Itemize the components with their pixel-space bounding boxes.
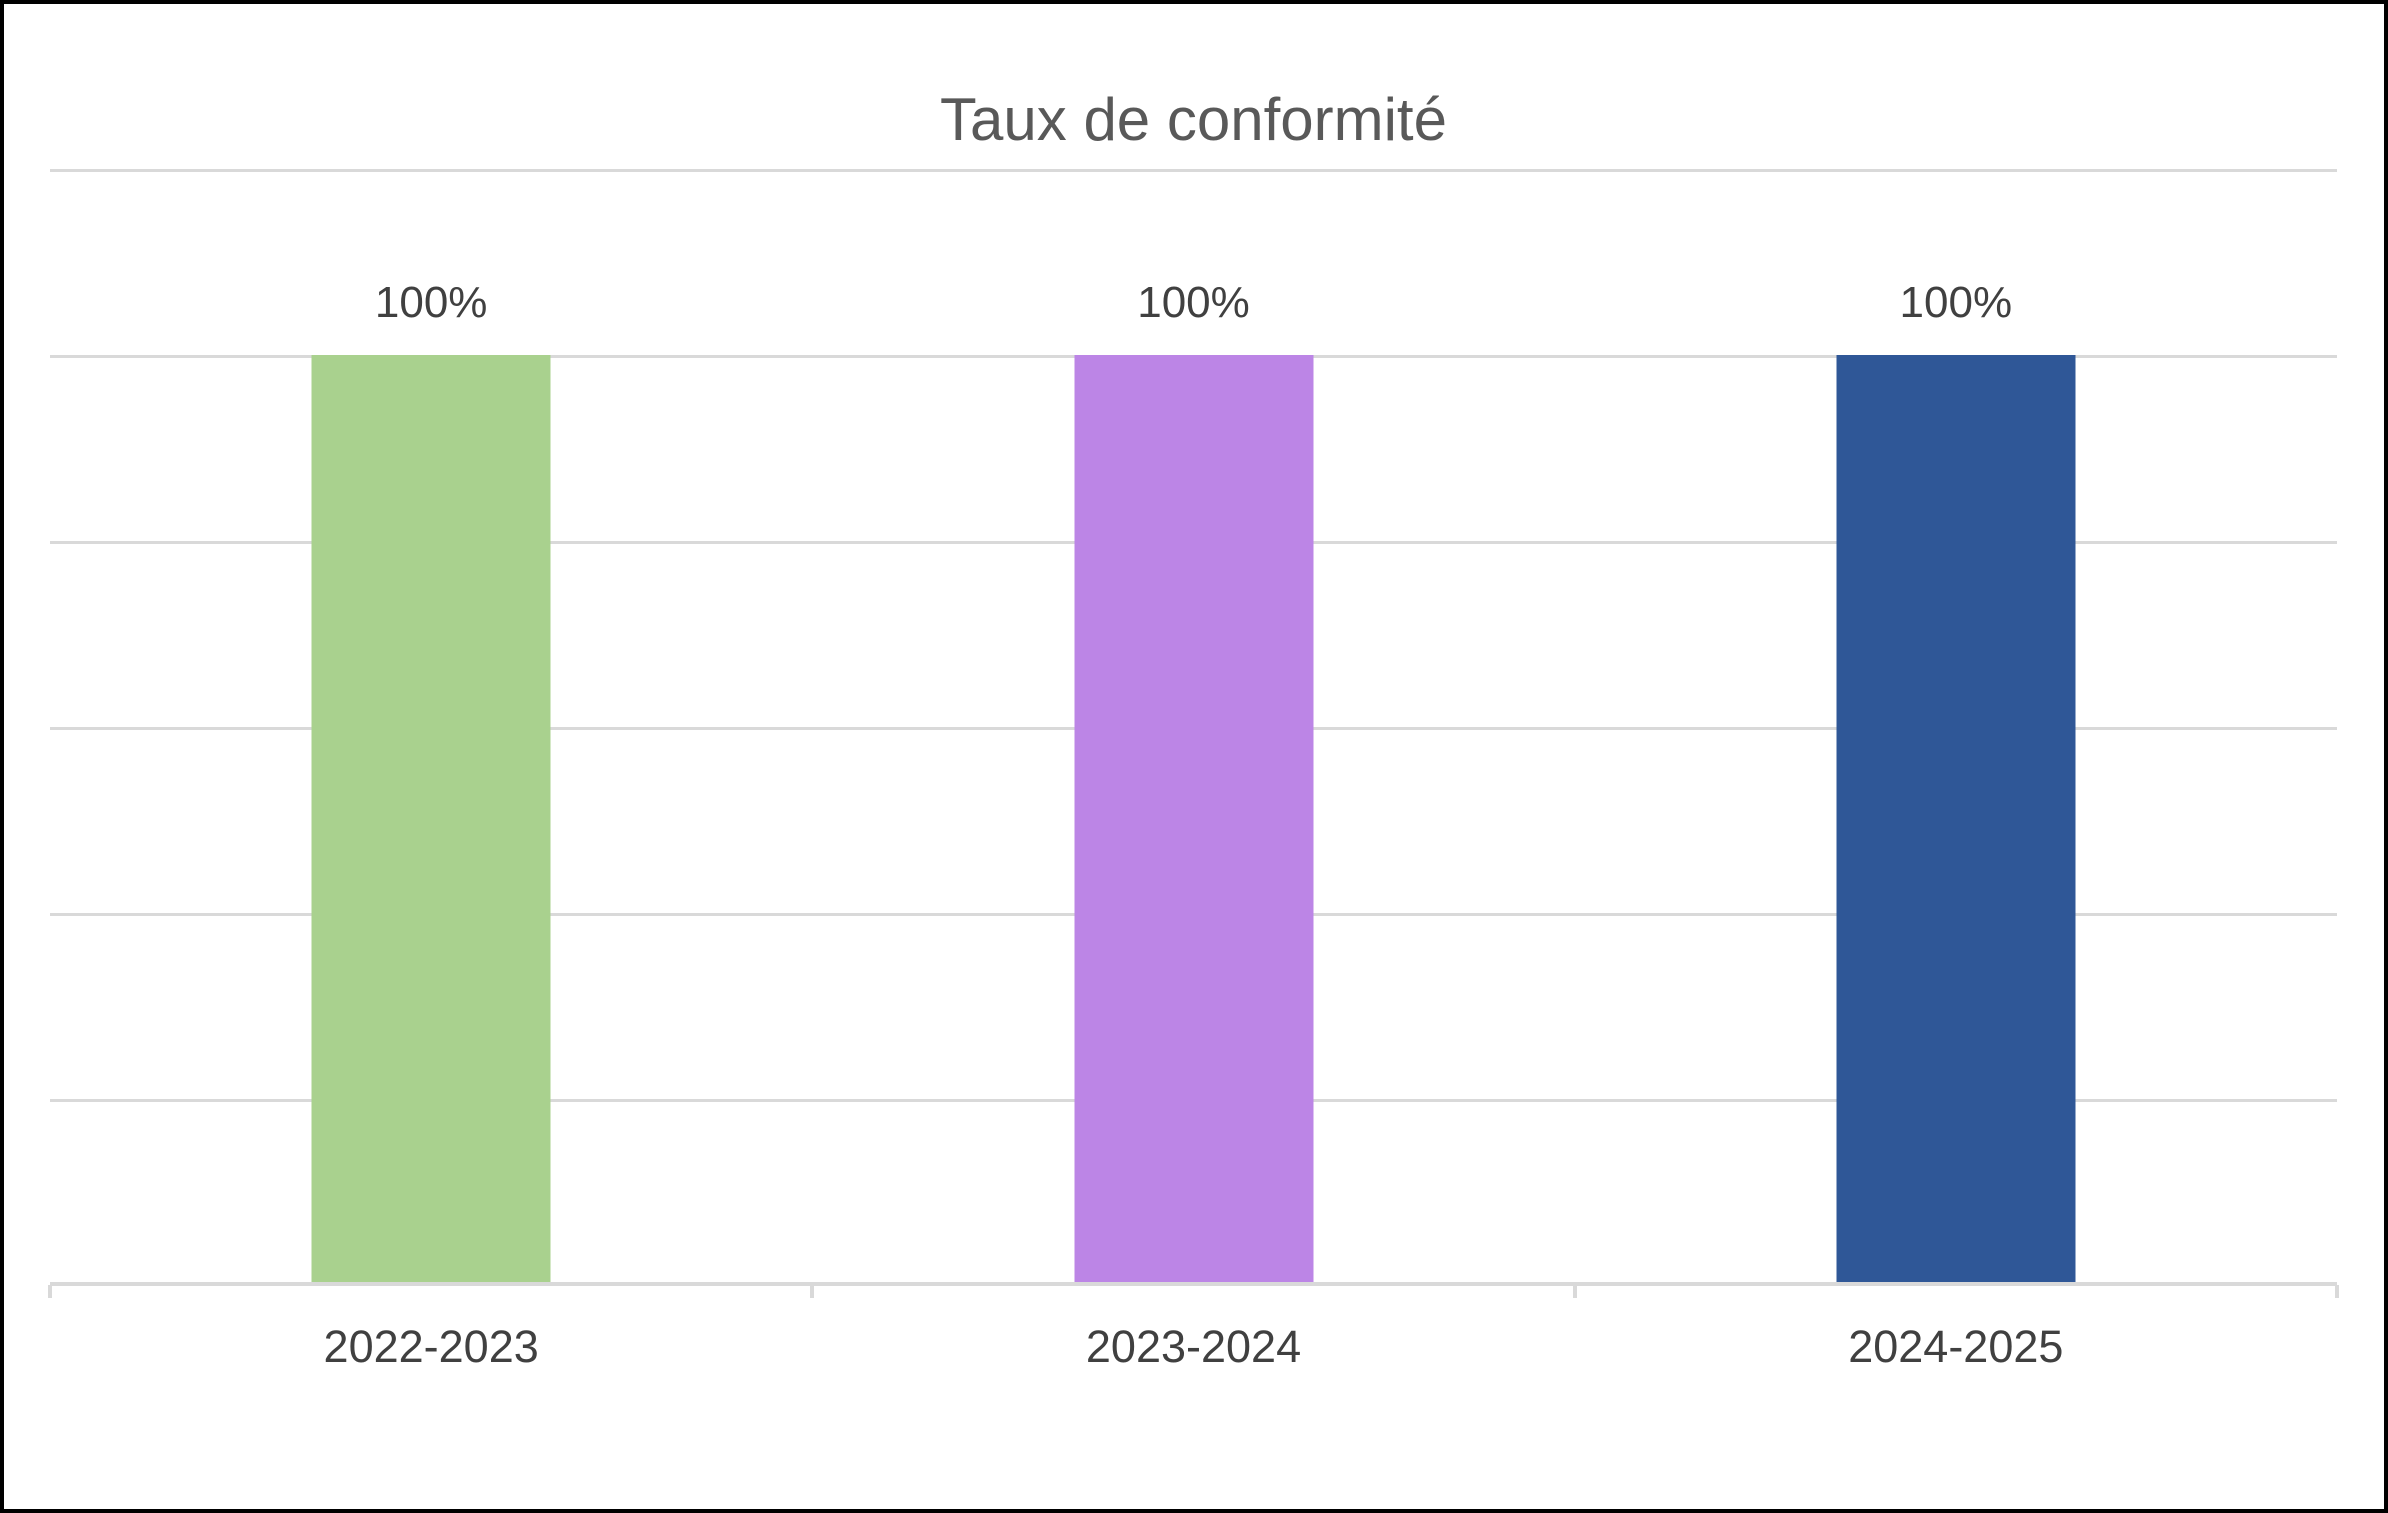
plot-area: 100% 2022-2023 100% 2023-2024 100% 2024-2025 (48, 169, 2339, 1372)
category-label: 2024-2025 (1848, 1321, 2064, 1372)
axis-tick (48, 1285, 52, 1298)
bar-2024-2025 (1836, 355, 2076, 1285)
bar-2022-2023 (311, 355, 551, 1285)
axis-tick (2335, 1285, 2339, 1298)
value-label: 100% (374, 278, 488, 327)
value-label: 100% (1137, 278, 1250, 327)
category-label: 2023-2024 (1085, 1321, 1302, 1372)
category-label: 2022-2023 (323, 1321, 539, 1372)
value-label: 100% (1899, 278, 2013, 327)
chart-title: Taux de conformité (940, 86, 1447, 153)
axis-tick (810, 1285, 815, 1298)
bar-2023-2024 (1074, 355, 1313, 1285)
x-axis-line (50, 1282, 2337, 1286)
gridline (50, 169, 2337, 172)
axis-tick (1572, 1285, 1577, 1298)
